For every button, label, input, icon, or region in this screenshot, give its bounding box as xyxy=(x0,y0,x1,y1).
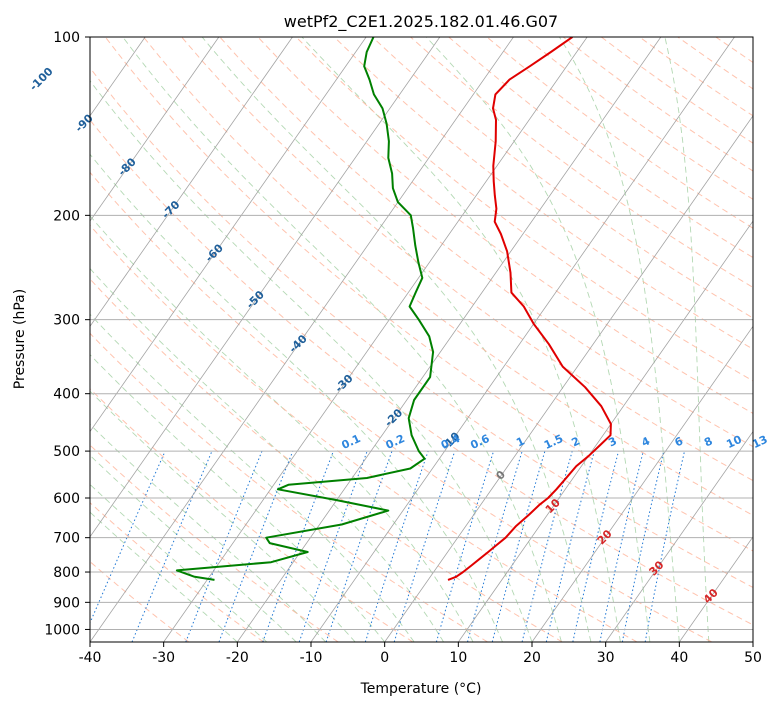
isotherm-line xyxy=(90,37,367,433)
moist-adiabat xyxy=(90,390,356,642)
chart-title: wetPf2_C2E1.2025.182.01.46.G07 xyxy=(284,12,558,32)
y-tick-label: 1000 xyxy=(44,622,80,638)
isotherm-line xyxy=(384,115,753,642)
x-tick-label: -20 xyxy=(226,650,249,666)
y-tick-label: 500 xyxy=(53,444,80,460)
moist-adiabat xyxy=(90,267,444,642)
y-tick-label: 300 xyxy=(53,313,80,329)
isotherm-line xyxy=(605,430,753,642)
moist-adiabat xyxy=(90,511,238,642)
y-axis-ticks: 100 200 300 400 500 600 700 800 900 1000 xyxy=(44,30,90,638)
y-tick-label: 200 xyxy=(53,208,80,224)
dry-adiabat xyxy=(410,37,753,289)
mixing-ratio-line xyxy=(572,450,620,642)
dry-adiabat xyxy=(90,171,712,642)
x-tick-label: 50 xyxy=(744,650,762,666)
dry-adiabat xyxy=(90,278,563,642)
y-tick-label: 900 xyxy=(53,595,80,611)
x-tick-label: 0 xyxy=(380,650,389,666)
dry-adiabat xyxy=(90,224,638,642)
x-axis-label: Temperature (°C) xyxy=(360,681,482,697)
mixing-ratio-line xyxy=(262,450,334,642)
dry-adiabat xyxy=(295,37,753,382)
dry-adiabats xyxy=(90,37,753,642)
y-axis-label: Pressure (hPa) xyxy=(12,289,28,389)
isotherm-line xyxy=(90,37,220,222)
mixing-ratio-line xyxy=(298,450,368,642)
x-tick-label: 10 xyxy=(449,650,467,666)
mixing-ratio-line xyxy=(90,450,166,625)
mixing-ratio-label: 13 xyxy=(750,433,769,451)
isotherm-line xyxy=(458,220,753,642)
plot-frame xyxy=(89,36,754,643)
isobars xyxy=(90,37,753,630)
dewpoint-profile xyxy=(175,37,435,581)
x-tick-label: 40 xyxy=(670,650,688,666)
isotherm-line xyxy=(310,37,735,642)
dry-adiabat xyxy=(219,37,753,448)
isotherm-line xyxy=(90,37,514,642)
y-tick-label: 800 xyxy=(53,565,80,581)
mixing-ratio-line xyxy=(131,450,213,642)
background-lines xyxy=(90,37,753,642)
mixing-ratio-line xyxy=(325,450,393,642)
y-tick-label: 100 xyxy=(53,30,80,46)
y-tick-label: 400 xyxy=(53,387,80,403)
mixing-ratio-line xyxy=(435,450,495,642)
isotherm-line xyxy=(531,325,753,642)
moist-adiabat xyxy=(90,153,503,642)
moist-adiabat xyxy=(90,354,386,642)
mixing-ratio-line xyxy=(364,450,429,642)
mixing-ratio-line xyxy=(218,450,294,642)
mixing-ratio-line xyxy=(599,450,644,642)
dry-adiabat xyxy=(90,67,753,588)
moist-adiabat xyxy=(122,37,562,642)
x-tick-label: -40 xyxy=(79,650,102,666)
moist-adiabat xyxy=(90,423,327,642)
moist-adiabat xyxy=(301,37,621,642)
x-tick-label: -30 xyxy=(152,650,175,666)
x-tick-label: 30 xyxy=(597,650,615,666)
profile-series xyxy=(175,37,612,581)
moist-adiabat xyxy=(425,37,651,642)
isotherm-line xyxy=(90,37,441,538)
moist-adiabat xyxy=(201,37,592,642)
dry-adiabat xyxy=(143,37,753,516)
moist-adiabat xyxy=(90,215,474,642)
mixing-ratio-lines xyxy=(90,450,685,642)
dry-adiabat xyxy=(257,37,753,414)
moist-adiabats xyxy=(90,37,710,642)
moist-adiabat xyxy=(90,454,297,642)
temperature-profile xyxy=(447,37,612,581)
mixing-ratio-line xyxy=(467,450,523,642)
isotherm-line xyxy=(679,536,753,642)
x-tick-label: 20 xyxy=(523,650,541,666)
moist-adiabat xyxy=(90,483,268,642)
mixing-ratio-line xyxy=(521,450,573,642)
y-tick-label: 600 xyxy=(53,491,80,507)
mixing-ratio-labels: 0.10.20.40.611.52346810131620253036 xyxy=(339,432,769,452)
mixing-ratio-line xyxy=(545,450,595,642)
dry-adiabat xyxy=(90,119,753,626)
dry-adiabat xyxy=(104,37,753,552)
y-tick-label: 700 xyxy=(53,531,80,547)
mixing-ratio-line xyxy=(185,450,263,642)
x-tick-label: -10 xyxy=(300,650,323,666)
isotherm-line xyxy=(163,37,588,642)
moist-adiabat xyxy=(90,80,533,642)
isotherms xyxy=(90,37,753,642)
dry-adiabat xyxy=(90,332,488,642)
isotherm-line xyxy=(90,37,293,327)
dry-adiabat xyxy=(90,502,264,642)
x-axis-ticks: -40 -30 -20 -10 0 10 20 30 40 50 xyxy=(79,642,762,666)
isotherm-line xyxy=(237,37,662,642)
mixing-ratio-label: 10 xyxy=(724,433,744,451)
